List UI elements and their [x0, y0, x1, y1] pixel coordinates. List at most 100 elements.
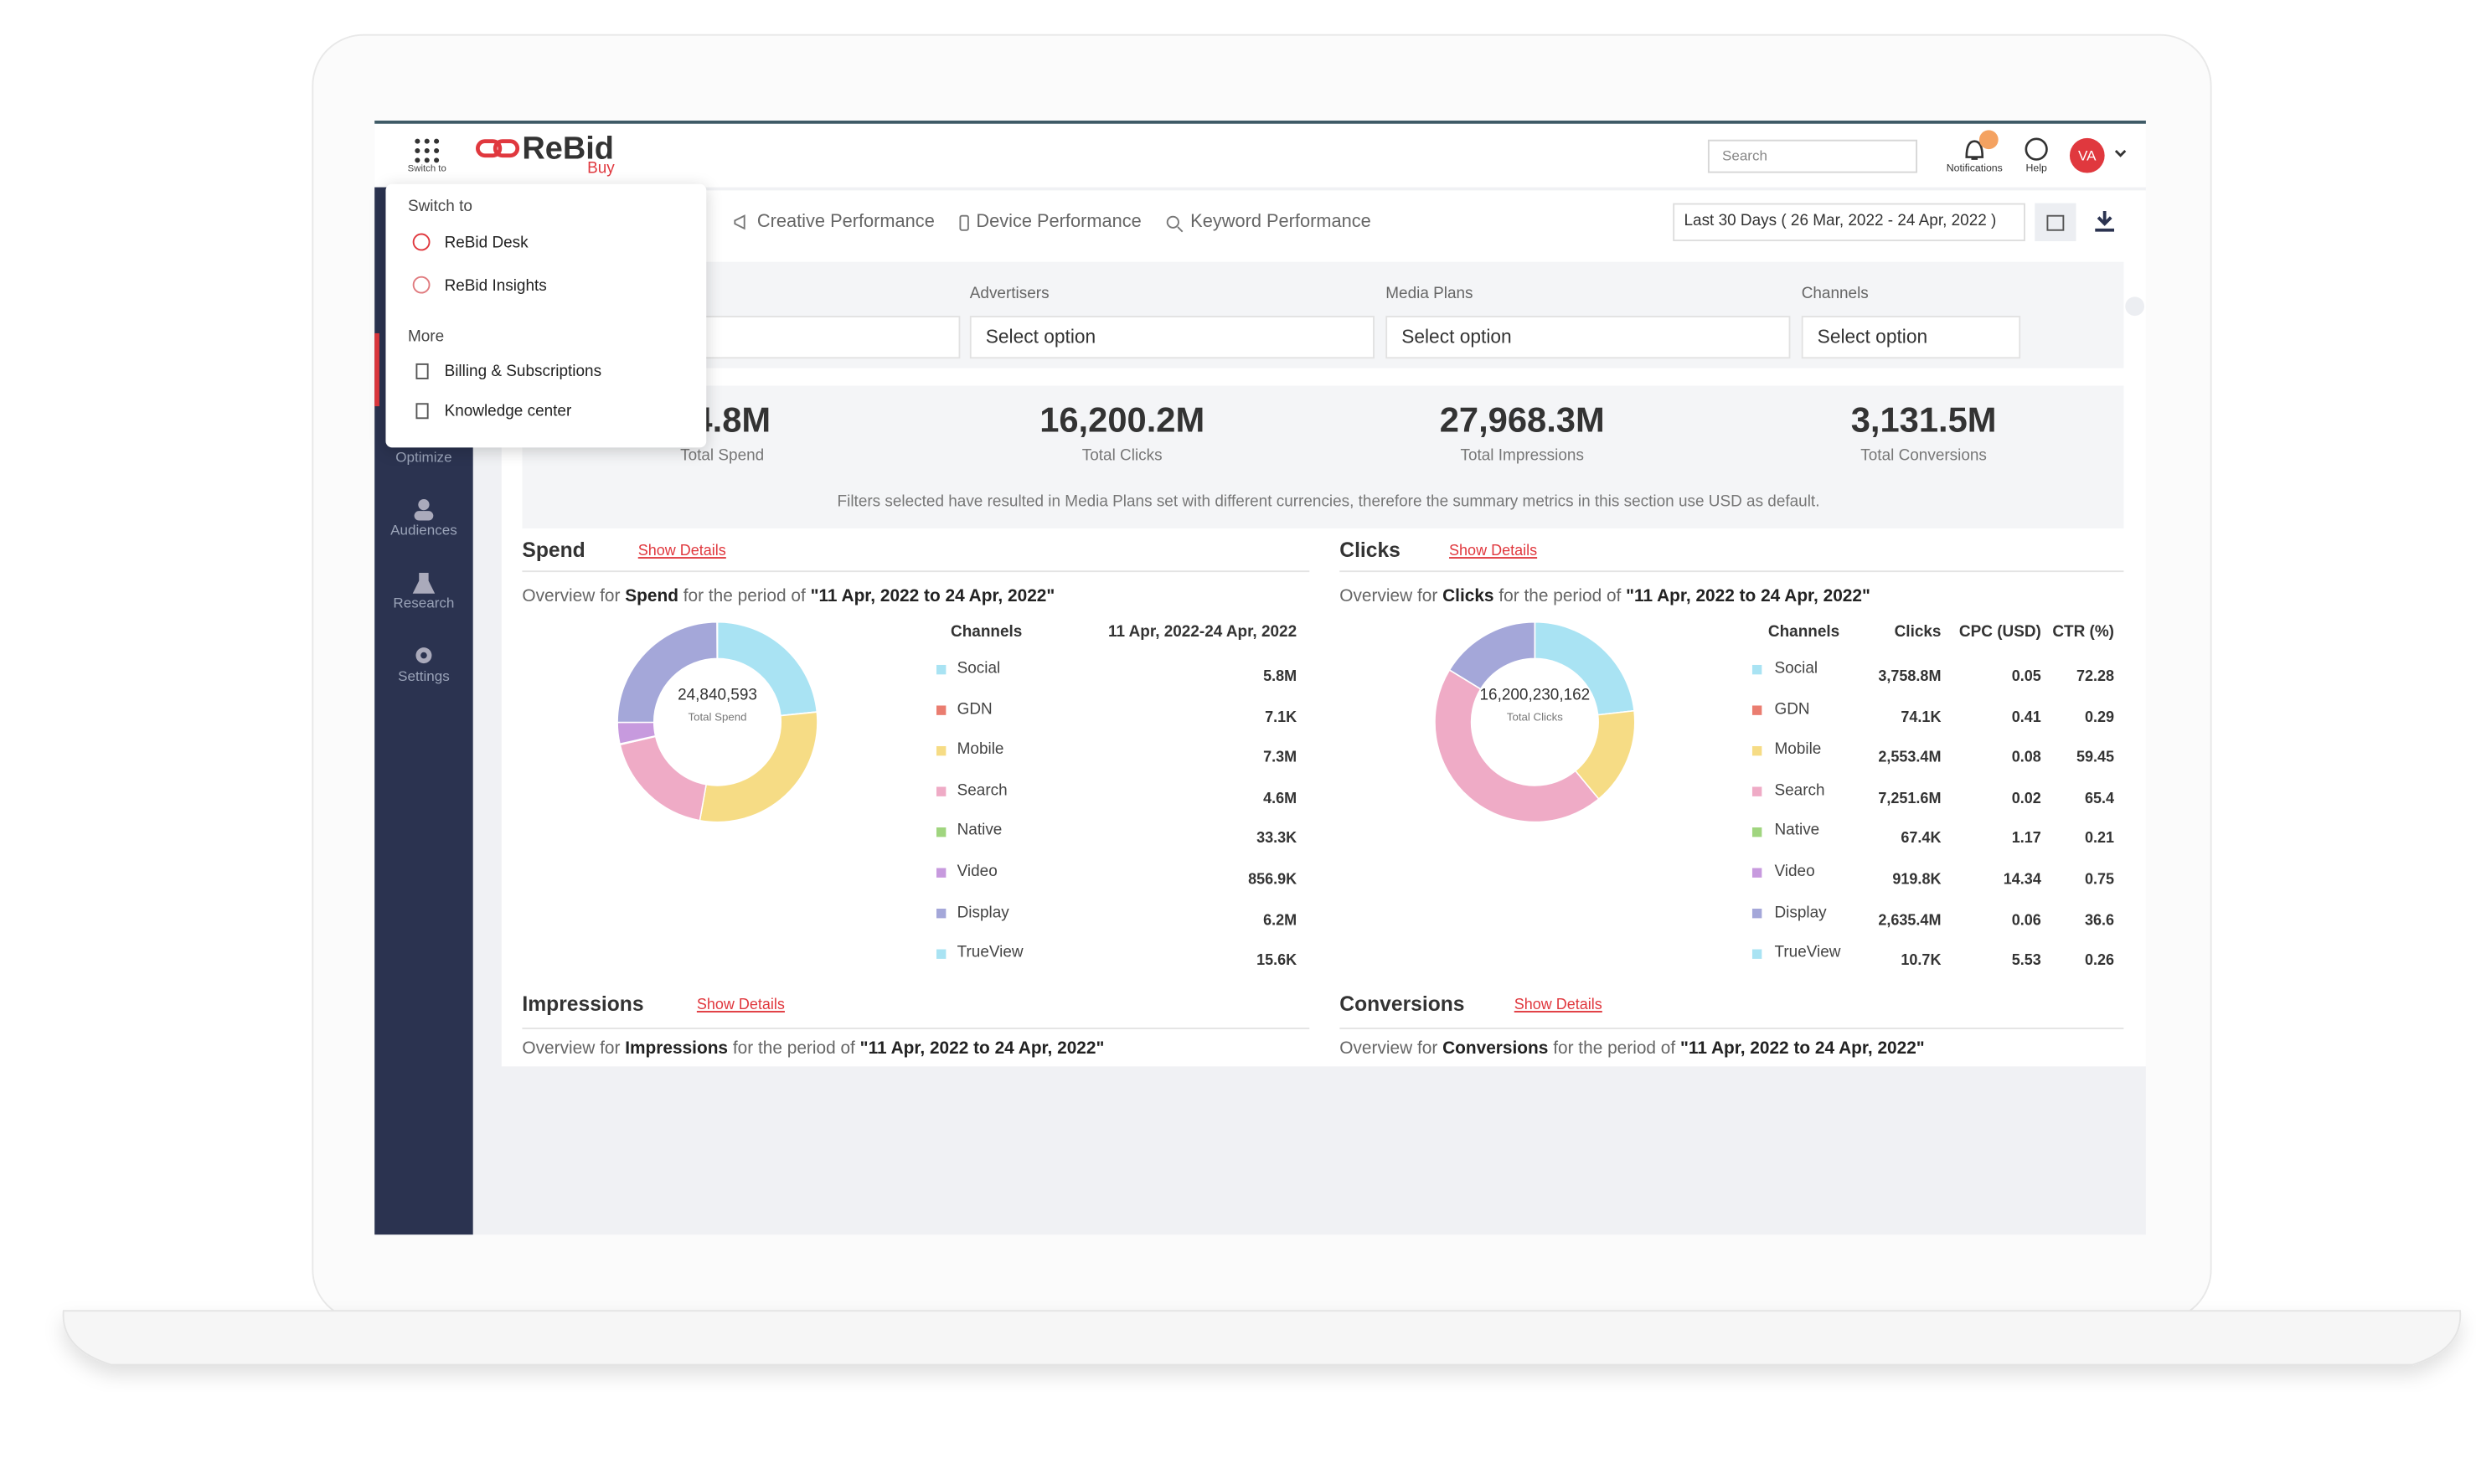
cell: 10.7K — [1901, 952, 1941, 971]
metric-label: Total Clicks — [963, 447, 1281, 466]
item-icon — [415, 403, 428, 419]
cell: 919.8K — [1892, 871, 1941, 889]
cell: 5.8M — [1263, 668, 1297, 687]
channel-label: TrueView — [1774, 945, 1840, 964]
cell: 0.08 — [2012, 750, 2041, 768]
channel-label: TrueView — [957, 945, 1024, 964]
sidebar-item[interactable]: Audiences — [374, 522, 472, 538]
table-header: Clicks — [1895, 624, 1942, 643]
settings-icon-hole — [420, 652, 427, 659]
show-details[interactable]: Show Details — [1514, 997, 1602, 1015]
show-details[interactable]: Show Details — [638, 543, 726, 561]
text: Overview for — [522, 1039, 620, 1059]
bold-text: "11 Apr, 2022 to 24 Apr, 2022" — [1680, 1039, 1925, 1059]
dropdown-item[interactable]: Knowledge center — [445, 403, 572, 422]
date-range[interactable]: Last 30 Days ( 26 Mar, 2022 - 24 Apr, 20… — [1673, 204, 2025, 241]
channel-label: Video — [957, 863, 998, 883]
sidebar-item[interactable]: Research — [374, 595, 472, 612]
select[interactable]: Select option — [970, 316, 1375, 358]
text: Overview for — [1339, 587, 1437, 606]
legend-swatch — [1752, 665, 1762, 674]
overview: Overview for Impressions for the period … — [522, 1039, 1104, 1060]
cell: 7.1K — [1265, 709, 1297, 727]
legend-swatch — [936, 665, 946, 674]
cell: 2,635.4M — [1878, 912, 1941, 930]
cell: 59.45 — [2076, 750, 2114, 768]
channel-label: Social — [1774, 660, 1818, 679]
legend-swatch — [936, 705, 946, 714]
cell: 0.06 — [2012, 912, 2041, 930]
channel-label: GDN — [1774, 701, 1809, 720]
search-box[interactable]: Search — [1708, 140, 1917, 173]
channel-label: Search — [1774, 782, 1824, 801]
legend-swatch — [1752, 786, 1762, 796]
cell: 0.02 — [2012, 790, 2041, 808]
show-details[interactable]: Show Details — [1449, 543, 1537, 561]
cell: 36.6 — [2085, 912, 2114, 930]
cell: 0.41 — [2012, 709, 2041, 727]
legend-swatch — [1752, 868, 1762, 878]
legend-swatch — [936, 950, 946, 959]
sidebar-item[interactable]: Optimize — [374, 449, 472, 466]
bold-text: Clicks — [1442, 587, 1493, 606]
metric-value: 16,200.2M — [963, 400, 1281, 442]
logo-sub: Buy — [587, 160, 615, 179]
tab[interactable]: Creative Performance — [757, 213, 935, 234]
filter-label: Advertisers — [970, 286, 1050, 305]
legend-swatch — [1752, 705, 1762, 714]
cell: 7,251.6M — [1878, 790, 1941, 808]
cell: 6.2M — [1263, 912, 1297, 930]
overview: Overview for Spend for the period of "11… — [522, 587, 1055, 608]
filter-label: Channels — [1802, 286, 1869, 305]
cell: 0.26 — [2085, 952, 2114, 971]
tab[interactable]: Device Performance — [976, 213, 1141, 234]
bold-text: Conversions — [1442, 1039, 1548, 1059]
show-details[interactable]: Show Details — [697, 997, 785, 1015]
legend-swatch — [936, 746, 946, 755]
cell: 0.21 — [2085, 831, 2114, 849]
share-icon[interactable] — [2125, 296, 2144, 316]
laptop-base — [64, 1311, 2461, 1364]
legend-swatch — [936, 786, 946, 796]
calendar-button[interactable] — [2035, 204, 2076, 241]
legend-swatch — [936, 909, 946, 918]
avatar-initials[interactable]: VA — [2070, 147, 2105, 164]
channel-label: Search — [957, 782, 1008, 801]
help-label[interactable]: Help — [2004, 163, 2068, 176]
dropdown-item[interactable]: ReBid Desk — [445, 234, 529, 254]
legend-swatch — [1752, 909, 1762, 918]
table-header: Channels — [951, 624, 1022, 643]
item-icon — [415, 363, 428, 379]
cell: 67.4K — [1901, 831, 1941, 849]
select[interactable]: Select option — [1385, 316, 1790, 358]
filter-label: Media Plans — [1385, 286, 1473, 305]
bold-text: "11 Apr, 2022 to 24 Apr, 2022" — [811, 587, 1055, 606]
tab[interactable]: Keyword Performance — [1190, 213, 1371, 234]
metric-value: 27,968.3M — [1364, 400, 1681, 442]
notification-badge — [1979, 130, 1999, 149]
section-title: Conversions — [1339, 992, 1464, 1017]
select[interactable] — [699, 316, 961, 358]
section-title: Spend — [522, 538, 585, 563]
table-header: 11 Apr, 2022-24 Apr, 2022 — [1108, 624, 1297, 643]
app-icon — [413, 276, 431, 294]
text: for the period of — [1553, 1039, 1675, 1059]
dropdown-item[interactable]: ReBid Insights — [445, 278, 547, 297]
channel-label: GDN — [957, 701, 993, 720]
table-header: CPC (USD) — [1959, 624, 2041, 643]
text: Overview for — [522, 587, 620, 606]
sidebar-item[interactable]: Settings — [374, 668, 472, 685]
select[interactable]: Select option — [1802, 316, 2020, 358]
overview: Overview for Clicks for the period of "1… — [1339, 587, 1870, 608]
cell: 1.17 — [2012, 831, 2041, 849]
text: for the period of — [733, 1039, 855, 1059]
cell: 5.53 — [2012, 952, 2041, 971]
channel-label: Display — [1774, 904, 1826, 923]
dropdown-item[interactable]: Billing & Subscriptions — [445, 363, 601, 383]
channel-label: Mobile — [1774, 741, 1821, 760]
donut-center-label: Total Clicks — [1463, 713, 1607, 726]
section-title: Impressions — [522, 992, 643, 1017]
